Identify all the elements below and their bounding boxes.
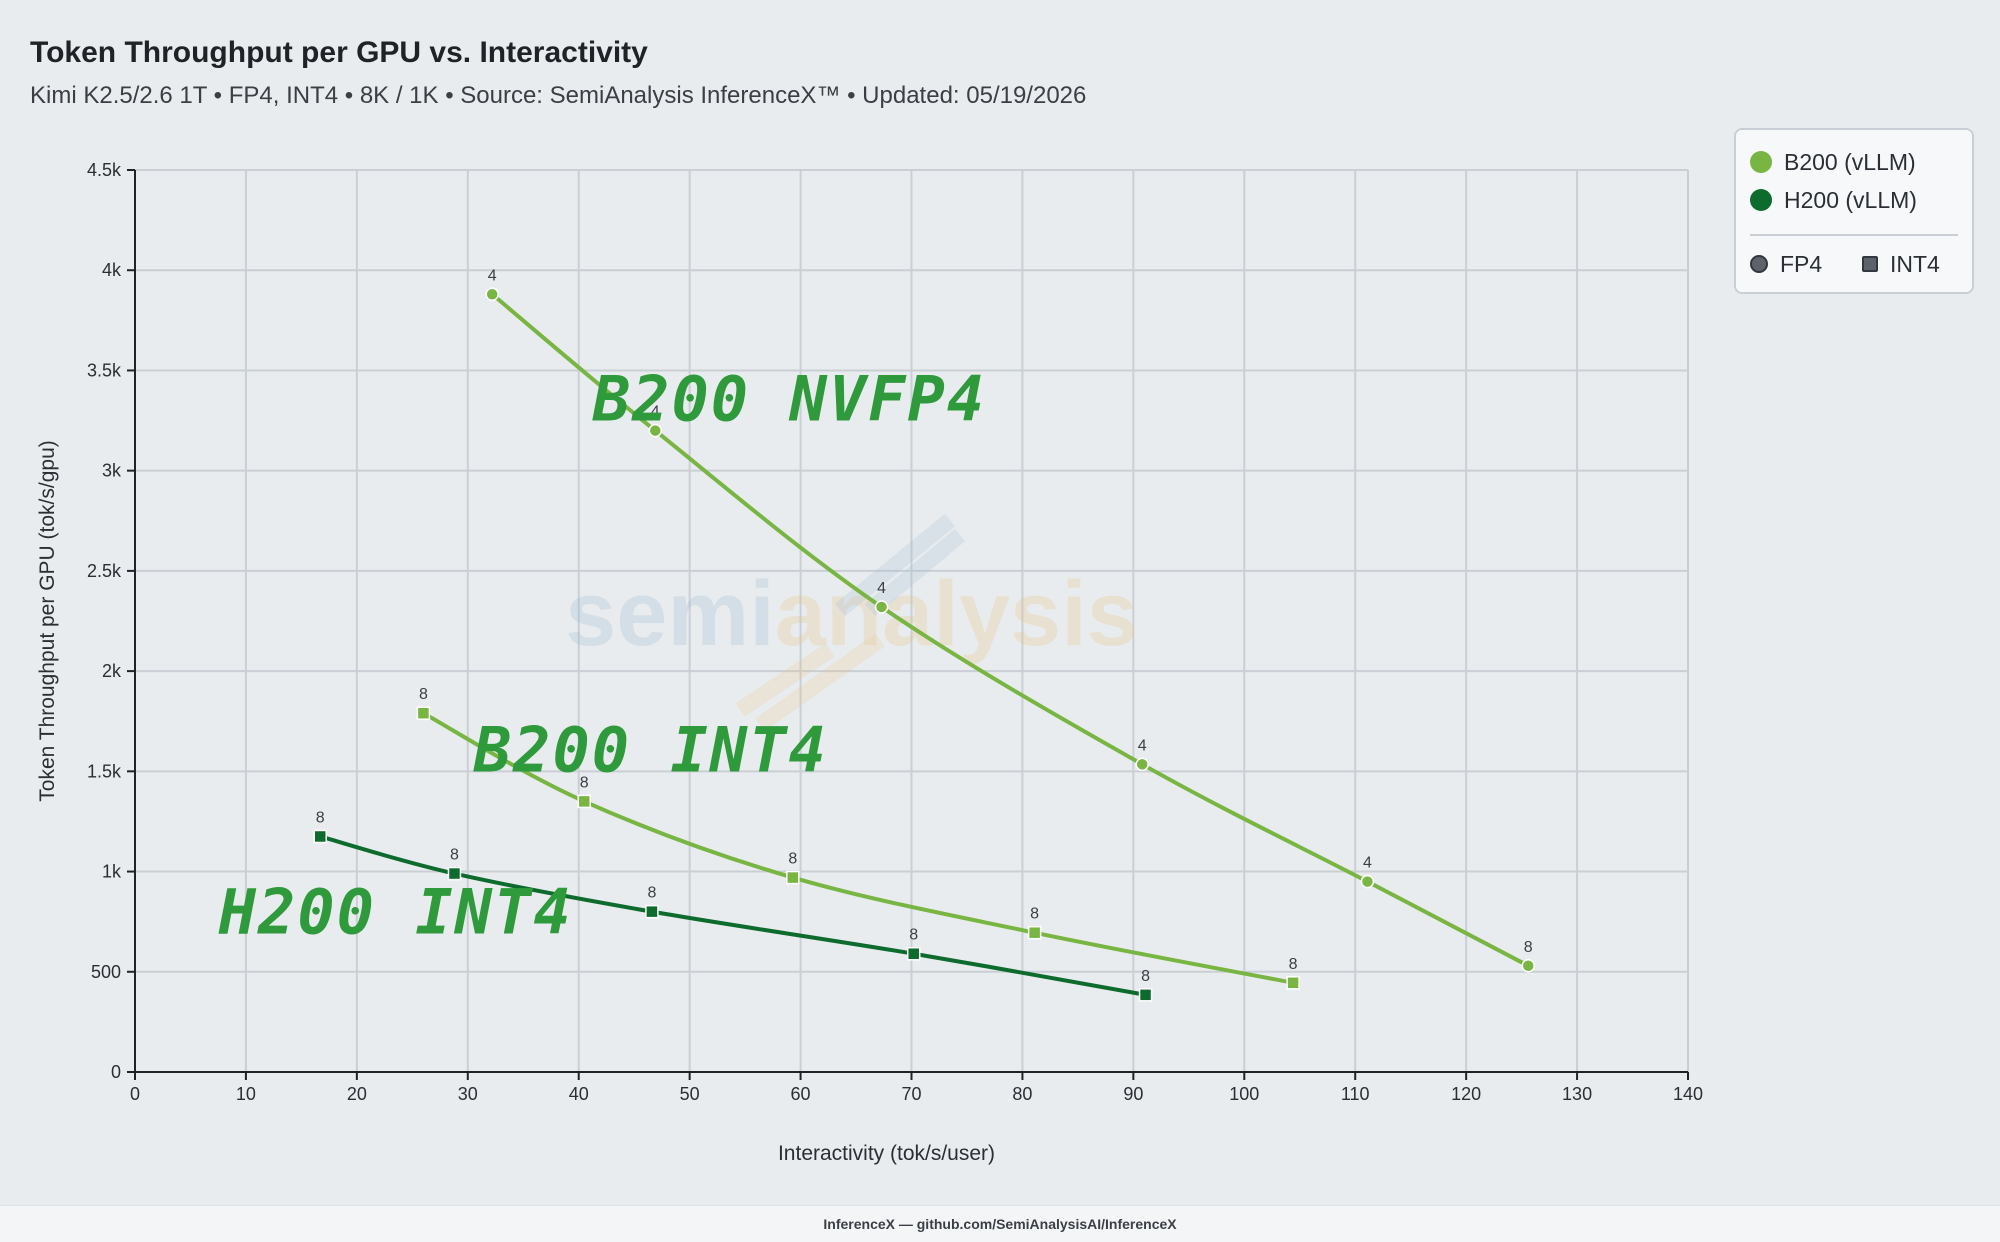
- data-label-b200-vllm-fp4: 4: [877, 580, 886, 597]
- watermark-slash-gold: [735, 633, 885, 732]
- y-tick-label: 4k: [102, 260, 122, 280]
- circle-marker-icon: [1750, 255, 1768, 273]
- chart-subtitle: Kimi K2.5/2.6 1T • FP4, INT4 • 8K / 1K •…: [30, 82, 1087, 109]
- h200-color-swatch-icon: [1750, 189, 1772, 211]
- data-label-b200-vllm-fp4: 4: [651, 404, 660, 421]
- x-tick-label: 40: [569, 1084, 589, 1104]
- data-point-h200-vllm-int4: [645, 904, 659, 919]
- legend-item-h200[interactable]: H200 (vLLM): [1750, 184, 1917, 216]
- x-tick-label: 30: [458, 1084, 478, 1104]
- x-tick-label: 70: [901, 1084, 921, 1104]
- data-point-b200-vllm-int4: [577, 794, 592, 809]
- data-point-b200-vllm-fp4: [1521, 959, 1536, 973]
- legend-label-int4: INT4: [1890, 250, 1940, 277]
- y-tick-label: 2.5k: [87, 561, 122, 581]
- data-label-b200-vllm-int4: 8: [580, 774, 589, 791]
- data-point-b200-vllm-fp4: [1135, 757, 1149, 772]
- data-label-b200-vllm-int4: 8: [419, 686, 428, 703]
- legend-divider: [1750, 234, 1958, 236]
- square-marker-icon: [1862, 256, 1878, 272]
- y-tick-label: 4.5k: [87, 160, 122, 180]
- data-label-b200-vllm-int4: 8: [1030, 906, 1039, 923]
- data-label-h200-vllm-int4: 8: [647, 885, 656, 902]
- x-tick-label: 60: [791, 1084, 811, 1104]
- y-tick-label: 3.5k: [87, 360, 122, 380]
- watermark-slash-blue: [834, 513, 966, 617]
- data-point-h200-vllm-int4: [313, 829, 328, 844]
- data-label-b200-vllm-int4: 8: [1289, 956, 1298, 973]
- annotation-label: H200 INT4: [218, 876, 573, 949]
- data-point-h200-vllm-int4: [447, 866, 462, 881]
- footer-text: InferenceX — github.com/SemiAnalysisAI/I…: [823, 1216, 1177, 1232]
- x-tick-label: 110: [1341, 1084, 1370, 1104]
- x-tick-label: 90: [1123, 1084, 1143, 1104]
- annotation-label: B200 INT4: [473, 713, 828, 786]
- data-point-b200-vllm-int4: [416, 706, 431, 720]
- data-label-b200-vllm-int4: 8: [788, 851, 797, 868]
- y-tick-label: 1.5k: [87, 761, 122, 781]
- data-point-b200-vllm-int4: [1286, 976, 1300, 990]
- data-label-h200-vllm-int4: 8: [450, 847, 459, 864]
- x-tick-label: 50: [680, 1084, 700, 1104]
- legend-label-fp4: FP4: [1780, 250, 1823, 277]
- legend-label-h200: H200 (vLLM): [1784, 186, 1917, 213]
- x-tick-label: 0: [130, 1084, 140, 1104]
- b200-color-swatch-icon: [1750, 151, 1772, 173]
- data-label-b200-vllm-fp4: 8: [1524, 939, 1533, 956]
- x-tick-label: 140: [1673, 1084, 1703, 1104]
- data-label-h200-vllm-int4: 8: [1141, 968, 1150, 985]
- data-label-b200-vllm-fp4: 4: [488, 267, 497, 284]
- annotation-label: B200 NVFP4: [592, 363, 986, 436]
- legend-item-fp4[interactable]: FP4: [1750, 248, 1822, 280]
- footer-bar: InferenceX — github.com/SemiAnalysisAI/I…: [0, 1205, 2000, 1242]
- chart-title: Token Throughput per GPU vs. Interactivi…: [30, 36, 648, 69]
- x-tick-label: 20: [347, 1084, 367, 1104]
- watermark-text: semianalysis: [565, 563, 1138, 665]
- data-point-h200-vllm-int4: [1138, 988, 1153, 1002]
- x-tick-label: 10: [236, 1084, 256, 1104]
- y-tick-label: 0: [111, 1062, 121, 1082]
- legend-label-b200: B200 (vLLM): [1784, 148, 1916, 175]
- x-tick-label: 130: [1562, 1084, 1592, 1104]
- data-point-h200-vllm-int4: [906, 946, 921, 961]
- y-tick-label: 500: [91, 962, 121, 982]
- data-label-b200-vllm-fp4: 4: [1138, 737, 1147, 754]
- x-axis-title: Interactivity (tok/s/user): [778, 1142, 995, 1165]
- data-point-b200-vllm-fp4: [648, 423, 663, 438]
- data-point-b200-vllm-int4: [786, 870, 800, 885]
- legend-item-int4[interactable]: INT4: [1862, 248, 1940, 280]
- data-point-b200-vllm-fp4: [874, 600, 889, 614]
- data-label-h200-vllm-int4: 8: [909, 927, 918, 944]
- x-tick-label: 100: [1229, 1084, 1259, 1104]
- legend-item-b200[interactable]: B200 (vLLM): [1750, 146, 1916, 178]
- y-tick-label: 2k: [102, 661, 122, 681]
- series-line-h200-vllm-int4: [319, 834, 1146, 997]
- data-label-b200-vllm-fp4: 4: [1363, 855, 1372, 872]
- chart-legend: B200 (vLLM) H200 (vLLM) FP4 INT4: [1734, 128, 1974, 294]
- data-point-b200-vllm-fp4: [1360, 874, 1375, 889]
- data-point-b200-vllm-fp4: [485, 287, 499, 302]
- y-tick-label: 3k: [102, 461, 122, 481]
- series-line-b200-vllm-int4: [422, 711, 1294, 985]
- y-tick-label: 1k: [102, 862, 122, 882]
- y-axis-title: Token Throughput per GPU (tok/s/gpu): [36, 440, 59, 801]
- data-label-h200-vllm-int4: 8: [316, 809, 325, 826]
- data-point-b200-vllm-int4: [1027, 925, 1042, 940]
- x-tick-label: 120: [1451, 1084, 1481, 1104]
- x-tick-label: 80: [1012, 1084, 1032, 1104]
